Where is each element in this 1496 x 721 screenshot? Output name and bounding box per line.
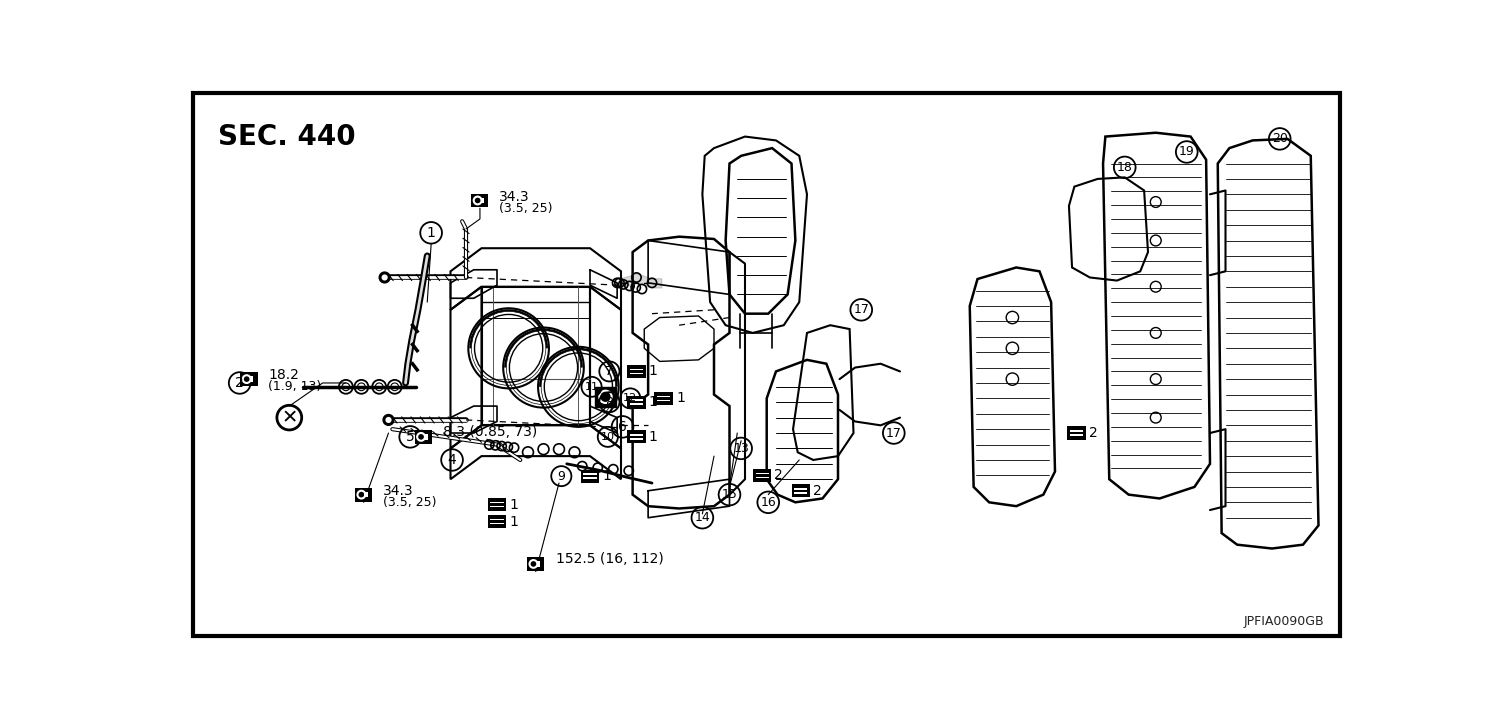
Bar xyxy=(627,365,646,378)
Bar xyxy=(365,492,368,497)
Bar xyxy=(491,506,504,508)
Bar xyxy=(491,519,504,521)
Text: 20: 20 xyxy=(1272,133,1288,146)
Bar xyxy=(491,523,504,524)
Bar xyxy=(491,502,504,503)
Text: 15: 15 xyxy=(721,488,738,501)
Bar xyxy=(657,399,670,401)
Text: 2: 2 xyxy=(814,484,821,497)
Text: 2: 2 xyxy=(1089,426,1098,440)
Text: 1: 1 xyxy=(676,392,685,405)
Text: 14: 14 xyxy=(694,511,711,524)
Text: 1: 1 xyxy=(649,395,658,410)
Text: JPFIA0090GB: JPFIA0090GB xyxy=(1245,615,1324,628)
Bar xyxy=(1070,430,1083,432)
Text: 34.3: 34.3 xyxy=(383,484,414,497)
Text: 34.3: 34.3 xyxy=(500,190,530,203)
Text: SEC. 440: SEC. 440 xyxy=(218,123,356,151)
Text: 1: 1 xyxy=(510,497,518,512)
Circle shape xyxy=(386,417,392,423)
Text: 18.2: 18.2 xyxy=(268,368,299,381)
Bar xyxy=(630,373,643,374)
Text: 8.3 (0.85, 73): 8.3 (0.85, 73) xyxy=(443,425,537,439)
Text: 17: 17 xyxy=(853,304,869,317)
Text: ✕: ✕ xyxy=(281,408,298,427)
Text: 2: 2 xyxy=(775,469,784,482)
Bar xyxy=(755,473,769,474)
Bar xyxy=(595,387,615,407)
Bar xyxy=(630,368,643,370)
Bar xyxy=(630,404,643,405)
Text: (3.5, 25): (3.5, 25) xyxy=(500,202,554,215)
Text: 12: 12 xyxy=(624,394,637,403)
Bar xyxy=(630,399,643,401)
Bar xyxy=(488,498,506,511)
Text: 1: 1 xyxy=(649,364,658,379)
Text: 8: 8 xyxy=(606,396,613,409)
Text: 1: 1 xyxy=(649,430,658,444)
Bar xyxy=(414,430,432,444)
Text: 1: 1 xyxy=(426,226,435,240)
Text: (1.9, 13): (1.9, 13) xyxy=(268,379,322,392)
Text: (3.5, 25): (3.5, 25) xyxy=(383,496,437,509)
Bar xyxy=(580,469,600,482)
Bar xyxy=(527,557,545,571)
Bar xyxy=(794,492,808,493)
Bar xyxy=(425,434,428,440)
Circle shape xyxy=(381,275,387,280)
Bar xyxy=(791,485,811,497)
Text: 16: 16 xyxy=(760,496,776,509)
Bar xyxy=(480,198,485,203)
Text: 18: 18 xyxy=(1118,161,1132,174)
Bar xyxy=(627,430,646,443)
Text: 13: 13 xyxy=(733,442,749,455)
Text: 9: 9 xyxy=(558,469,565,482)
Bar xyxy=(471,193,489,208)
Bar xyxy=(250,376,253,382)
Bar xyxy=(537,561,540,567)
Text: 17: 17 xyxy=(886,427,902,440)
Text: 2: 2 xyxy=(235,376,244,390)
Text: 19: 19 xyxy=(1179,146,1195,159)
Bar xyxy=(794,488,808,490)
Text: 10: 10 xyxy=(601,432,615,442)
Circle shape xyxy=(383,415,393,425)
Bar xyxy=(752,469,772,482)
Bar xyxy=(627,396,646,409)
Text: 152.5 (16, 112): 152.5 (16, 112) xyxy=(557,552,664,566)
Text: 1: 1 xyxy=(603,469,612,483)
Text: 4: 4 xyxy=(447,453,456,467)
Circle shape xyxy=(378,272,390,283)
Bar xyxy=(583,477,597,479)
Text: 1: 1 xyxy=(510,515,518,528)
Text: 11: 11 xyxy=(585,382,598,392)
Bar xyxy=(654,392,673,405)
Bar xyxy=(355,487,373,502)
Bar xyxy=(1070,434,1083,435)
Text: 6: 6 xyxy=(618,420,627,434)
Bar xyxy=(630,434,643,435)
Bar xyxy=(583,474,597,475)
Text: 7: 7 xyxy=(606,365,613,378)
Bar xyxy=(630,438,643,440)
Bar xyxy=(488,515,506,528)
Bar xyxy=(1068,427,1086,440)
Bar xyxy=(657,396,670,397)
Text: 5: 5 xyxy=(405,430,414,444)
Bar xyxy=(241,372,257,386)
Bar xyxy=(755,477,769,478)
